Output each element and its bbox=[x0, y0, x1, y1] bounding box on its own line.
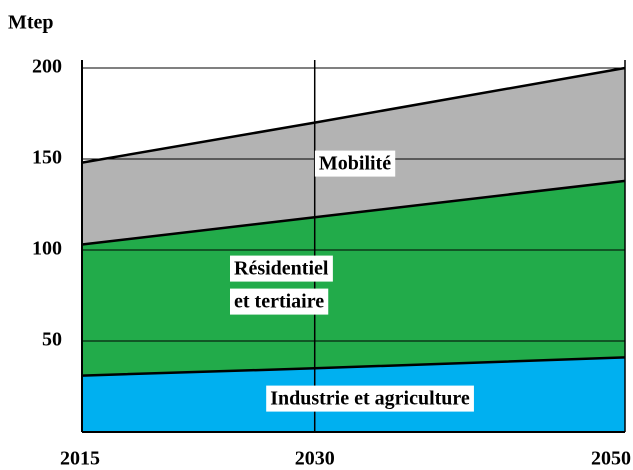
x-tick-label: 2015 bbox=[60, 448, 100, 470]
y-tick-label: 200 bbox=[32, 56, 62, 78]
y-axis-label: Mtep bbox=[8, 12, 54, 34]
x-tick-label: 2030 bbox=[295, 448, 335, 470]
annotation: Résidentiel bbox=[234, 258, 329, 280]
area-edge bbox=[81, 179, 626, 246]
annotation-box bbox=[314, 150, 396, 177]
annotation: et tertiaire bbox=[234, 291, 324, 313]
annotation: Mobilité bbox=[319, 153, 391, 175]
annotation-box bbox=[230, 288, 329, 315]
y-tick-label: 150 bbox=[32, 147, 62, 169]
annotation-box bbox=[230, 255, 333, 282]
y-tick-label: 100 bbox=[32, 238, 62, 260]
annotation: Industrie et agriculture bbox=[270, 388, 470, 410]
area-edge bbox=[81, 356, 626, 377]
area-edge bbox=[81, 66, 626, 164]
annotation-box bbox=[266, 385, 474, 412]
x-tick-label: 2050 bbox=[591, 448, 631, 470]
y-tick-label: 50 bbox=[42, 329, 62, 351]
